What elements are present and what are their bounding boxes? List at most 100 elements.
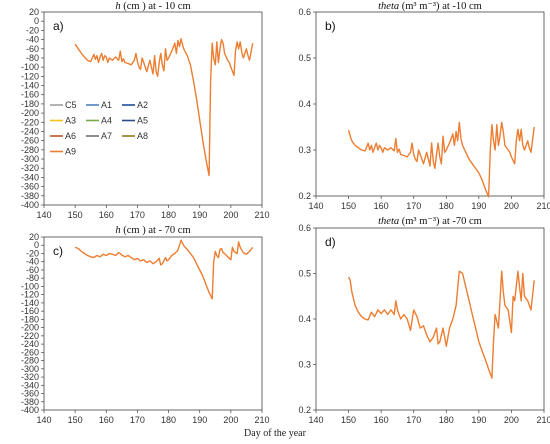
- x-tick-label: 200: [223, 415, 238, 425]
- x-tick-label: 180: [161, 415, 176, 425]
- y-tick-label: -360: [21, 182, 39, 192]
- title-unit: (cm ): [123, 1, 148, 12]
- x-tick-label: 140: [308, 201, 323, 211]
- x-tick-label: 150: [68, 210, 83, 220]
- legend-entry: A3: [65, 116, 76, 126]
- y-tick-label: -200: [21, 108, 39, 118]
- y-tick-label: -280: [21, 145, 39, 155]
- panel-label: c): [53, 244, 63, 258]
- x-tick-label: 180: [439, 415, 454, 425]
- y-tick-label: 0.4: [298, 314, 311, 324]
- panel-title: theta (m³ m⁻³) at -70 cm: [378, 216, 482, 227]
- x-tick-label: 150: [341, 415, 356, 425]
- y-tick-label: -380: [21, 397, 39, 407]
- x-tick-label: 190: [471, 201, 486, 211]
- x-tick-label: 210: [254, 415, 269, 425]
- panel-title: h (cm ) at - 10 cm: [115, 1, 190, 12]
- y-tick-label: 0.3: [298, 145, 311, 155]
- x-tick-label: 210: [536, 201, 550, 211]
- x-tick-label: 170: [130, 415, 145, 425]
- x-tick-label: 160: [374, 415, 389, 425]
- legend-entry: A1: [101, 100, 112, 110]
- x-tick-label: 170: [406, 201, 421, 211]
- panel-label: b): [325, 19, 336, 33]
- y-tick-label: -360: [21, 389, 39, 399]
- x-tick-label: 190: [471, 415, 486, 425]
- panel-label: a): [53, 19, 64, 33]
- title-location: at - 10 cm: [148, 1, 190, 12]
- series-line: [347, 270, 535, 379]
- y-tick-label: -280: [21, 356, 39, 366]
- legend-entry: A5: [137, 116, 148, 126]
- x-tick-label: 210: [536, 415, 550, 425]
- title-unit: (m³ m⁻³): [402, 1, 442, 12]
- y-tick-label: 0.5: [298, 269, 311, 279]
- y-tick-label: -60: [26, 265, 39, 275]
- y-tick-label: -180: [21, 314, 39, 324]
- x-tick-label: 180: [439, 201, 454, 211]
- series-line: [74, 239, 254, 300]
- y-tick-label: -100: [21, 62, 39, 72]
- y-tick-label: -400: [21, 200, 39, 210]
- legend-entry: A4: [101, 116, 112, 126]
- x-tick-label: 160: [99, 415, 114, 425]
- legend-entry: C5: [65, 100, 77, 110]
- x-tick-label: 150: [341, 201, 356, 211]
- y-tick-label: -80: [26, 53, 39, 63]
- y-tick-label: -300: [21, 364, 39, 374]
- x-tick-label: 200: [223, 210, 238, 220]
- x-tick-label: 160: [374, 201, 389, 211]
- y-tick-label: 0.5: [298, 53, 311, 63]
- y-tick-label: -180: [21, 99, 39, 109]
- y-tick-label: -100: [21, 281, 39, 291]
- legend-entry: A8: [137, 131, 148, 141]
- y-tick-label: -160: [21, 90, 39, 100]
- x-tick-label: 190: [192, 210, 207, 220]
- y-tick-label: -240: [21, 126, 39, 136]
- x-axis-label: Day of the year: [244, 428, 306, 439]
- plot-frame-3: [43, 236, 263, 411]
- y-tick-label: -120: [21, 290, 39, 300]
- legend-entry: A9: [65, 147, 76, 157]
- x-tick-label: 160: [99, 210, 114, 220]
- y-tick-label: -340: [21, 380, 39, 390]
- x-tick-label: 140: [308, 415, 323, 425]
- y-tick-label: -80: [26, 273, 39, 283]
- y-tick-label: -320: [21, 372, 39, 382]
- title-variable: theta: [378, 1, 402, 12]
- plot-frame-2: [315, 11, 545, 197]
- x-tick-label: 170: [406, 415, 421, 425]
- x-tick-label: 200: [504, 415, 519, 425]
- title-location: at -70 cm: [442, 216, 482, 227]
- series-line: [74, 38, 254, 177]
- title-location: at -10 cm: [442, 1, 482, 12]
- y-tick-label: -240: [21, 339, 39, 349]
- panel-label: d): [325, 235, 336, 249]
- x-tick-label: 170: [130, 210, 145, 220]
- y-tick-label: -40: [26, 257, 39, 267]
- y-tick-label: -380: [21, 191, 39, 201]
- title-variable: h: [115, 1, 123, 12]
- panel-title: theta (m³ m⁻³) at -10 cm: [378, 1, 482, 12]
- y-tick-label: -160: [21, 306, 39, 316]
- title-variable: theta: [378, 216, 402, 227]
- x-tick-label: 180: [161, 210, 176, 220]
- y-tick-label: -220: [21, 117, 39, 127]
- title-unit: (m³ m⁻³): [402, 216, 442, 227]
- panel-title: h (cm ) at - 70 cm: [115, 225, 190, 236]
- y-tick-label: -140: [21, 298, 39, 308]
- y-tick-label: -320: [21, 163, 39, 173]
- y-tick-label: 0.4: [298, 99, 311, 109]
- series-line: [347, 121, 535, 198]
- y-tick-label: 0.2: [298, 191, 311, 201]
- y-tick-label: -260: [21, 347, 39, 357]
- legend-entry: A7: [101, 131, 112, 141]
- y-tick-label: 20: [29, 232, 39, 242]
- x-tick-label: 190: [192, 415, 207, 425]
- y-tick-label: -340: [21, 172, 39, 182]
- y-tick-label: 0: [34, 240, 39, 250]
- y-tick-label: 0.2: [298, 405, 311, 415]
- title-unit: (cm ): [123, 225, 148, 236]
- y-tick-label: -20: [26, 248, 39, 258]
